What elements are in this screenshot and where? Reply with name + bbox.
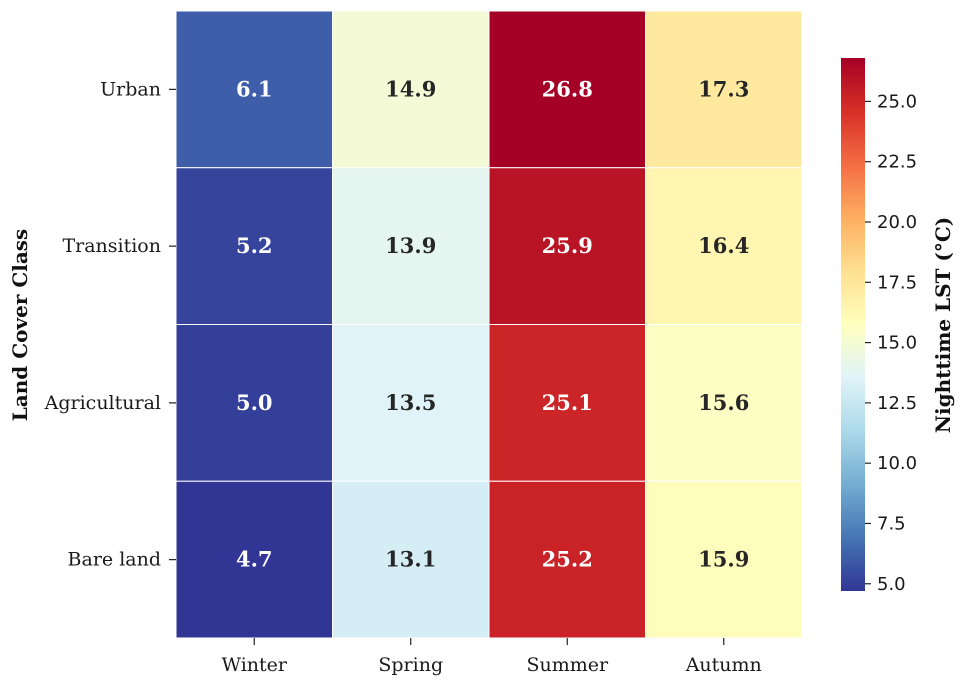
cell-value-label: 6.1 [236,76,273,101]
colorbar-tick-label: 15.0 [877,333,917,354]
colorbar-title: Nighttime LST (°C) [931,217,955,434]
heatmap-cell [645,324,803,482]
y-tick-label: Urban [100,78,161,100]
cell-value-label: 4.7 [236,547,273,572]
cell-value-label: 25.1 [542,390,593,415]
heatmap-cells [175,10,803,639]
x-tick-label: Autumn [685,654,762,676]
colorbar-gradient [841,58,865,591]
colorbar-tick-label: 22.5 [877,152,917,173]
cell-value-label: 14.9 [385,76,436,101]
colorbar-tick-label: 20.0 [877,212,917,233]
y-tick-label: Bare land [68,549,161,571]
colorbar-ticks: 5.0 7.5 10.0 12.5 15.0 17.5 20.0 22.5 25.0 [865,91,917,595]
heatmap-cell [175,480,333,639]
heatmap-cell [175,167,333,325]
heatmap-cell [332,480,490,639]
heatmap-cell [488,167,646,325]
cell-value-label: 26.8 [542,76,593,101]
heatmap-cell [488,10,646,169]
colorbar-tick-label: 12.5 [877,393,917,414]
cell-value-label: 13.1 [385,547,436,572]
heatmap-cell [645,480,803,639]
x-tick-label: Spring [378,654,443,676]
x-axis: Winter Spring Summer Autumn [222,638,762,676]
colorbar-tick-label: 25.0 [877,91,917,112]
heatmap-cell [332,167,490,325]
x-tick-label: Winter [222,654,288,676]
cell-value-label: 15.6 [698,390,749,415]
colorbar-tick-label: 17.5 [877,272,917,293]
y-tick-label: Agricultural [44,392,161,414]
y-axis-title: Land Cover Class [8,229,32,422]
heatmap-cell [645,167,803,325]
cell-value-label: 15.9 [698,547,749,572]
cell-value-label: 25.9 [542,233,593,258]
cell-value-label: 13.9 [385,233,436,258]
heatmap-cell [175,10,333,169]
heatmap-cell [645,10,803,169]
y-axis: Urban Transition Agricultural Bare land [44,78,176,571]
heatmap-cell [488,480,646,639]
colorbar-tick-label: 7.5 [877,513,906,534]
cell-value-label: 5.0 [236,390,273,415]
y-tick-label: Transition [62,235,161,257]
x-tick-label: Summer [526,654,609,676]
heatmap-cell [332,10,490,169]
heatmap-cell-labels: 6.1 14.9 26.8 17.3 5.2 13.9 25.9 16.4 5.0 13.5 25.… [236,76,749,571]
colorbar-tick-label: 10.0 [877,453,917,474]
colorbar-tick-label: 5.0 [877,574,906,595]
cell-value-label: 13.5 [385,390,436,415]
cell-value-label: 5.2 [236,233,273,258]
colorbar: 5.0 7.5 10.0 12.5 15.0 17.5 20.0 22.5 25.0 Night… [841,58,955,595]
cell-value-label: 16.4 [698,233,749,258]
cell-value-label: 25.2 [542,547,593,572]
heatmap-cell [332,324,490,482]
cell-value-label: 17.3 [698,76,749,101]
